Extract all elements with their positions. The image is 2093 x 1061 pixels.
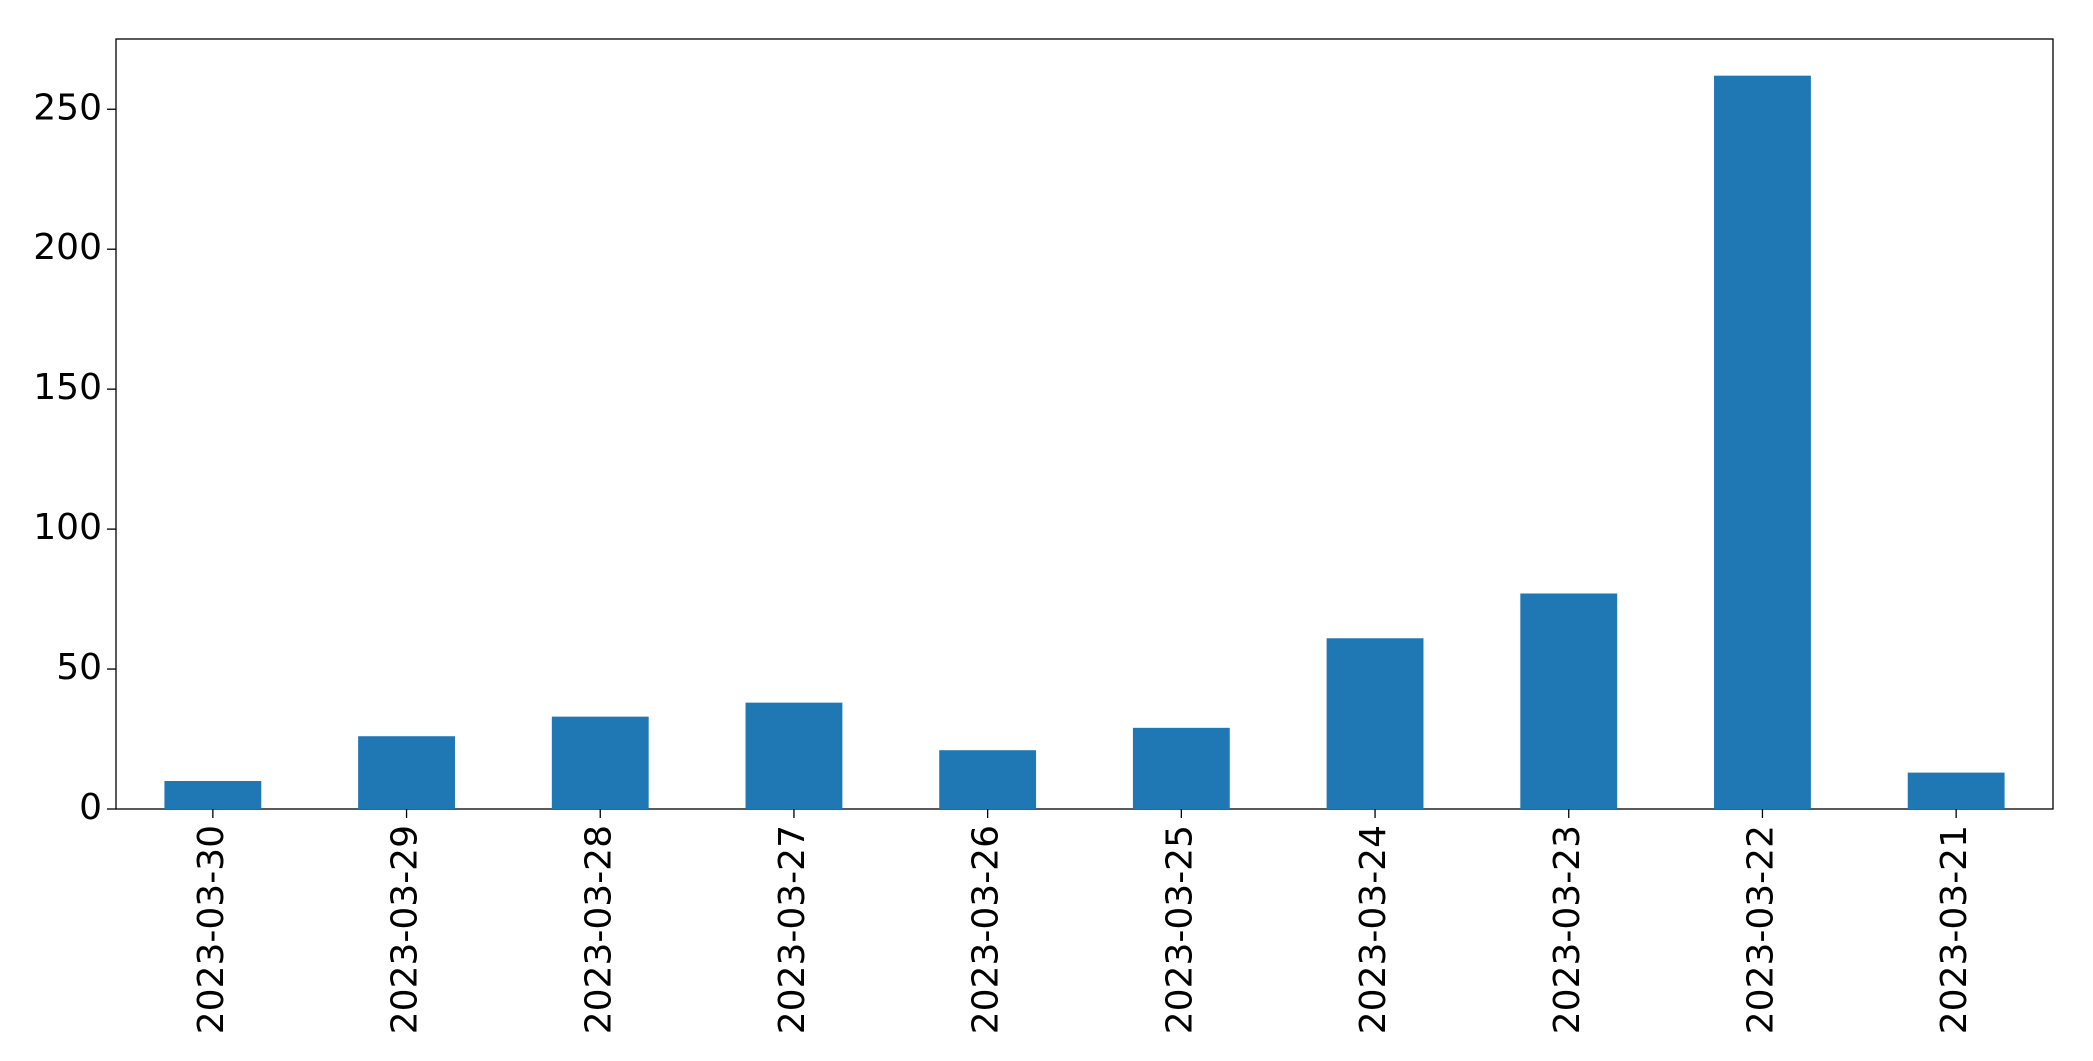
x-tick-label: 2023-03-21 <box>1934 825 1975 1034</box>
bar <box>1132 727 1230 809</box>
x-tick-label: 2023-03-24 <box>1353 825 1394 1034</box>
y-tick-label: 100 <box>33 507 102 548</box>
y-tick-label: 150 <box>33 367 102 408</box>
y-tick-label: 200 <box>33 227 102 268</box>
bar <box>358 736 455 809</box>
bar <box>1326 638 1424 809</box>
x-tick-label: 2023-03-28 <box>578 825 619 1034</box>
x-tick-label: 2023-03-27 <box>772 825 813 1034</box>
bar <box>1907 772 2005 809</box>
y-tick-label: 0 <box>79 787 102 828</box>
bar <box>1714 75 1811 809</box>
bar <box>745 702 843 809</box>
bar <box>1520 593 1618 809</box>
x-tick-label: 2023-03-25 <box>1159 825 1200 1034</box>
x-tick-label: 2023-03-22 <box>1740 825 1781 1034</box>
y-tick-label: 250 <box>33 87 102 128</box>
x-tick-label: 2023-03-26 <box>966 825 1007 1034</box>
bar <box>939 750 1037 809</box>
y-tick-label: 50 <box>56 647 102 688</box>
bar <box>551 716 649 809</box>
bar <box>164 781 262 809</box>
x-tick-label: 2023-03-29 <box>385 825 426 1034</box>
x-tick-label: 2023-03-30 <box>191 825 232 1034</box>
plot-frame <box>115 38 2054 810</box>
x-tick-label: 2023-03-23 <box>1547 825 1588 1034</box>
